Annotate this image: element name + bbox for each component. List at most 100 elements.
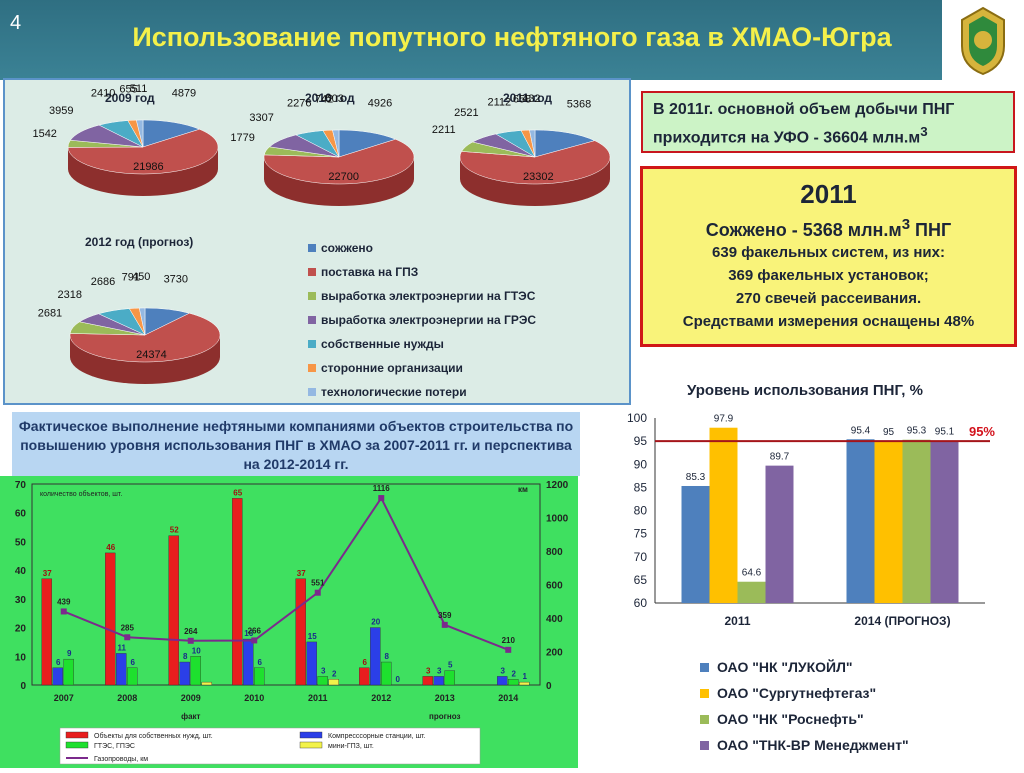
y2-tick-label: 800	[546, 547, 563, 558]
bar	[765, 465, 794, 603]
y2-tick-label: 600	[546, 581, 563, 592]
y-tick-label: 60	[634, 596, 648, 610]
bar	[179, 661, 190, 686]
line-value-label: 359	[438, 611, 452, 620]
pie-slice-label: 22700	[328, 171, 359, 183]
bar-value-label: 6	[131, 658, 136, 667]
stats-burned-post: ПНГ	[910, 220, 952, 240]
bar	[874, 441, 903, 603]
y-tick-label: 30	[15, 595, 27, 606]
pie-slice-label: 3307	[249, 112, 273, 124]
x-tick-label: 2010	[244, 693, 264, 703]
legend-swatch	[308, 388, 316, 396]
x-tick-label: 2013	[435, 693, 455, 703]
bar-value-label: 1	[523, 672, 528, 681]
y-tick-label: 85	[634, 480, 648, 494]
legend-label: Компресссорные станции, шт.	[328, 733, 426, 740]
y-tick-label: 80	[634, 504, 648, 518]
bar-value-label: 16	[244, 629, 253, 638]
group-label-fact: факт	[181, 712, 200, 721]
bar	[508, 679, 519, 686]
pie-slice	[529, 129, 536, 158]
legend-label: ОАО "ТНК-ВР Менеджмент"	[717, 737, 909, 753]
bar-value-label: 8	[385, 652, 390, 661]
legend-box	[59, 727, 481, 765]
bar-value-label: 64.6	[742, 568, 762, 579]
bar-value-label: 8	[183, 652, 188, 661]
y-tick-label: 75	[634, 527, 648, 541]
usage-legend-item: ОАО "Сургутнефтегаз"	[700, 680, 909, 706]
legend-label: ГТЭС, ГПЭС	[94, 743, 135, 750]
y2-tick-label: 200	[546, 648, 563, 659]
bar-value-label: 37	[43, 569, 52, 578]
bar	[254, 667, 265, 686]
pie-slice	[263, 139, 415, 185]
pie-title: 2009 год	[105, 91, 155, 105]
pie-slice-label: 5368	[567, 98, 591, 110]
y2-tick-label: 0	[546, 681, 552, 692]
stats-burned-pre: Сожжено - 5368 млн.м	[705, 220, 902, 240]
bar	[359, 667, 370, 686]
line-value-label: 1116	[373, 484, 390, 493]
bar	[41, 578, 52, 686]
pie-slice-label: 23302	[523, 171, 554, 183]
bar-value-label: 0	[396, 675, 401, 684]
bar	[422, 676, 433, 686]
line-value-label: 210	[502, 636, 516, 645]
bar-value-label: 3	[426, 666, 431, 675]
bar-value-label: 37	[297, 569, 306, 578]
emblem-logo	[942, 0, 1024, 80]
y-tick-label: 40	[15, 566, 27, 577]
legend-swatch	[700, 688, 709, 698]
legend-swatch	[65, 741, 89, 749]
line-point	[251, 637, 258, 644]
legend-label: ОАО "Сургутнефтегаз"	[717, 685, 877, 701]
legend-swatch	[65, 731, 89, 739]
bar-value-label: 52	[170, 526, 179, 535]
bar	[497, 676, 508, 686]
pie-slice	[138, 307, 146, 336]
bar-value-label: 2	[512, 669, 517, 678]
legend-swatch	[700, 662, 709, 672]
bar-value-label: 85.3	[686, 472, 706, 483]
bar	[232, 498, 243, 686]
bar	[519, 681, 530, 686]
line-point	[314, 589, 321, 596]
bar-value-label: 46	[106, 543, 115, 552]
legend-label: выработка электроэнергии на ГТЭС	[321, 289, 536, 303]
bar-value-label: 11	[118, 643, 127, 652]
bar	[902, 439, 931, 603]
stats-line-4: Средствами измерения оснащены 48%	[682, 313, 975, 330]
reference-line-label: 95%	[969, 424, 995, 439]
bar	[317, 676, 328, 686]
bar-value-label: 9	[67, 649, 72, 658]
pie-slice-label: 2112	[488, 96, 512, 108]
y-tick-label: 100	[627, 411, 647, 425]
x-tick-label: 2014	[498, 693, 518, 703]
bar	[168, 535, 179, 686]
pie-slice-label: 503	[326, 93, 344, 105]
legend-swatch	[308, 268, 316, 276]
pie-slice-label: 1779	[230, 132, 254, 144]
pie-slice-label: 3730	[164, 274, 188, 286]
line-point	[378, 495, 385, 502]
y-tick-label: 50	[15, 537, 27, 548]
facts-chart-title: Фактическое выполнение нефтяными компани…	[12, 412, 580, 476]
stats-burned-sup: 3	[901, 216, 911, 233]
bar	[930, 440, 959, 603]
y-tick-label: 10	[15, 652, 27, 663]
pie-slice-label: 655	[119, 84, 137, 96]
info-line-2: приходится на УФО - 36604 млн.м	[653, 129, 921, 147]
facts-chart-panel: 0 10 20 30 40 50 60 70 0 200 400 600 800 1000 1200 коли…	[0, 476, 578, 768]
line-value-label: 439	[57, 597, 71, 606]
bar	[381, 661, 392, 686]
legend-label: Объекты для собственных нужд, шт.	[94, 732, 213, 740]
info-sup: 3	[920, 124, 928, 139]
y-tick-label: 90	[634, 457, 648, 471]
stats-line-3: 270 свечей рассеивания.	[735, 290, 922, 307]
pie-slice-label: 742	[315, 94, 333, 106]
